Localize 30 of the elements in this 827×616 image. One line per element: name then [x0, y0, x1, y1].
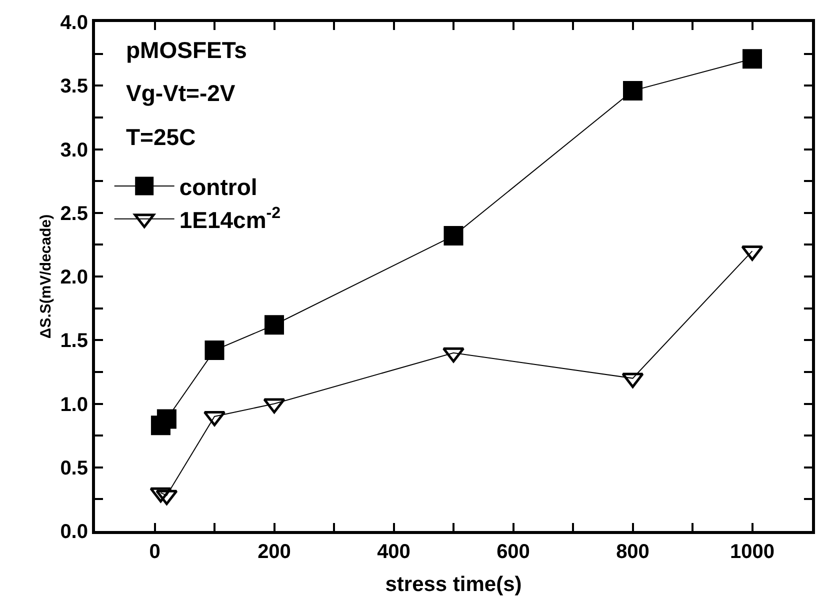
x-axis-title: stress time(s) — [385, 573, 522, 596]
y-tick-label: 3.5 — [60, 76, 88, 98]
x-tick-label: 400 — [377, 541, 410, 563]
x-tick-label: 800 — [616, 541, 650, 563]
point — [156, 490, 178, 506]
annotation: T=25C — [126, 124, 196, 150]
point — [150, 487, 172, 503]
y-tick-label: 2.5 — [60, 202, 88, 225]
y-tick-label: 2.0 — [60, 266, 88, 288]
point — [444, 226, 464, 246]
point — [623, 80, 642, 100]
x-tick-label: 1000 — [730, 541, 774, 563]
point — [204, 340, 224, 360]
annotation: Vg-Vt=-2V — [126, 80, 236, 106]
point — [622, 372, 644, 388]
y-tick-label: 0.5 — [60, 457, 88, 480]
point — [742, 49, 762, 69]
y-tick-label: 4.0 — [60, 12, 88, 34]
x-tick-label: 200 — [258, 541, 291, 563]
y-tick-label: 0.0 — [60, 521, 88, 543]
annotation: pMOSFETs — [126, 37, 247, 63]
legend-label: control — [179, 174, 258, 200]
y-tick-label: 1.0 — [60, 394, 88, 416]
y-tick-label: 1.5 — [60, 330, 88, 352]
legend-label: 1E14cm$^{-2}$ — [179, 204, 281, 233]
point — [264, 315, 284, 335]
y-axis-title: ΔS.S(mV/decade) — [37, 214, 54, 339]
y-tick-label: 3.0 — [60, 139, 88, 162]
x-tick-label: 0 — [149, 541, 160, 563]
x-tick-label: 600 — [496, 541, 530, 563]
